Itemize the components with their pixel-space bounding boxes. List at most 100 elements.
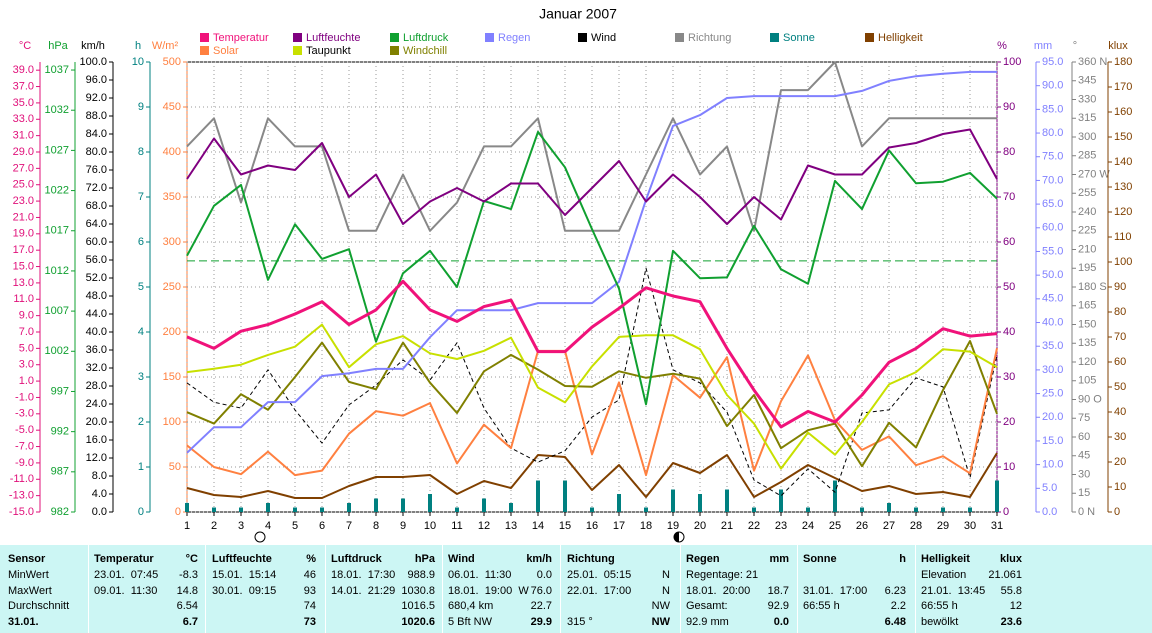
legend-label: Temperatur (213, 32, 269, 44)
y-tick-label: -3.0 (15, 408, 34, 420)
y-tick-label: 45.0 (1042, 293, 1063, 305)
axis-title: mm (1034, 40, 1052, 52)
x-tick-label: 19 (667, 520, 679, 532)
y-tick-label: 160 (1114, 106, 1132, 118)
cell-value: NW (651, 616, 670, 628)
y-tick-label: -1.0 (15, 391, 34, 403)
legend-swatch (865, 33, 874, 42)
cell-value: 21.061 (988, 569, 1022, 581)
y-tick-label: -11.0 (10, 473, 34, 485)
y-tick-label: 72.0 (86, 182, 107, 194)
bar (833, 480, 837, 512)
y-tick-label: 150 (163, 371, 181, 383)
axis-title: h (135, 40, 141, 52)
legend-label: Luftfeuchte (306, 32, 360, 44)
cell-value: 988.9 (407, 569, 435, 581)
x-tick-label: 4 (265, 520, 271, 532)
legend-swatch (200, 33, 209, 42)
cell-value: 1020.6 (401, 616, 435, 628)
y-tick-label: 92.0 (86, 92, 107, 104)
cell-value: -8.3 (179, 569, 198, 581)
y-tick-label: 45 (1078, 450, 1090, 462)
y-tick-label: 982 (51, 506, 69, 518)
bar (482, 498, 486, 512)
row-label: MinWert (8, 569, 49, 581)
bar (725, 489, 729, 512)
y-tick-label: 39.0 (13, 64, 34, 76)
cell-label: 680,4 km (448, 600, 494, 612)
separator (88, 545, 89, 633)
legend-label: Regen (498, 32, 530, 44)
y-tick-label: 50 (169, 461, 181, 473)
y-tick-label: 31.0 (13, 130, 34, 142)
y-tick-label: 50 (1114, 381, 1126, 393)
y-tick-label: 105 (1078, 375, 1096, 387)
bar (509, 503, 513, 512)
series-line (186, 340, 998, 468)
y-tick-label: 500 (163, 56, 181, 68)
x-tick-label: 28 (910, 520, 922, 532)
y-tick-label: 9.0 (19, 310, 34, 322)
series-line (186, 130, 998, 406)
y-tick-label: 84.0 (86, 128, 107, 140)
bar (752, 507, 756, 512)
y-tick-label: 70 (1114, 331, 1126, 343)
series-line (186, 267, 998, 497)
cell-value: N (662, 569, 670, 581)
axis-title: W/m² (152, 40, 179, 52)
y-tick-label: 60.0 (86, 236, 107, 248)
cell-value: 6.7 (182, 616, 198, 628)
bar (536, 480, 540, 512)
y-tick-label: 52.0 (86, 272, 107, 284)
axis-title: km/h (81, 40, 105, 52)
x-tick-label: 20 (694, 520, 706, 532)
y-tick-label: -7.0 (15, 440, 34, 452)
y-tick-label: 1032 (45, 104, 69, 116)
y-tick-label: 80 (1114, 306, 1126, 318)
x-tick-label: 11 (451, 520, 462, 532)
y-tick-label: 10.0 (1042, 459, 1063, 471)
cell-value: 18.7 (767, 585, 789, 597)
series-line (186, 452, 998, 499)
cell-label: Regentage: 21 (686, 569, 759, 581)
legend-label: Sonne (783, 32, 815, 44)
cell-value: 74 (303, 600, 316, 612)
block-title: Wind (448, 553, 475, 565)
y-tick-label: 90 (1003, 101, 1015, 113)
y-tick-label: 40.0 (86, 326, 107, 338)
y-tick-label: -5.0 (15, 424, 34, 436)
y-tick-label: 90.0 (1042, 80, 1063, 92)
cell-value: 46 (303, 569, 316, 581)
axis-title: klux (1108, 40, 1128, 52)
y-tick-label: 48.0 (86, 290, 107, 302)
x-tick-label: 2 (211, 520, 217, 532)
y-tick-label: 16.0 (86, 434, 107, 446)
row-label: Durchschnitt (8, 600, 70, 612)
series-line (186, 128, 998, 225)
cell-label: 18.01. 17:30 (331, 569, 396, 581)
y-tick-label: 11.0 (13, 293, 34, 305)
y-tick-label: 10 (1003, 461, 1015, 473)
chart: Januar 2007 °C39.037.035.033.031.029.027… (9, 6, 1132, 543)
x-tick-label: 12 (478, 520, 490, 532)
y-tick-label: 5.0 (1042, 482, 1057, 494)
legend-swatch (390, 33, 399, 42)
x-tick-label: 31 (991, 520, 1003, 532)
cell-value: 1016.5 (401, 600, 435, 612)
y-tick-label: 110 (1114, 231, 1132, 243)
x-tick-label: 22 (748, 520, 760, 532)
y-tick-label: 32.0 (86, 362, 107, 374)
x-tick-label: 24 (802, 520, 814, 532)
cell-label: 18.01. 20:00 (686, 585, 751, 597)
separator (797, 545, 798, 633)
y-tick-label: 20 (1114, 456, 1126, 468)
moon-half-shade (674, 532, 679, 542)
legend-label: Luftdruck (403, 32, 449, 44)
block-unit: mm (769, 553, 789, 565)
y-tick-label: 33.0 (13, 113, 34, 125)
y-tick-label: 23.0 (13, 195, 34, 207)
x-tick-label: 8 (373, 520, 379, 532)
y-tick-label: 300 (1078, 131, 1096, 143)
y-tick-label: -13.0 (9, 490, 34, 502)
separator (325, 545, 326, 633)
